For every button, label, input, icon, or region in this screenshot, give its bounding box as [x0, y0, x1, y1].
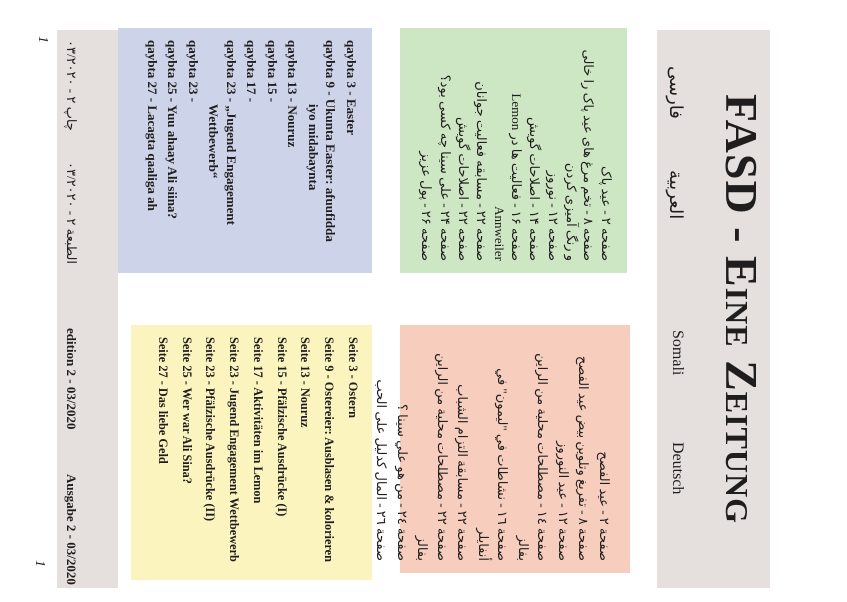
toc-entry: صفحه ۲۲ - مسابقه فعالیت جوانان: [473, 81, 489, 261]
toc-entry: صفحه ۱۲ - نوروز: [545, 170, 561, 261]
toc-entry: qaybta 23 - „Jugend Engagement Wettbewer…: [206, 40, 239, 225]
footer-edition-german: Ausgabe 2 - 03/2020: [64, 474, 79, 585]
newsletter-title: FASD - Eine Zeitung: [716, 93, 767, 525]
toc-entry: صفحه ۲۶ - پول عزیز: [419, 151, 435, 261]
toc-entry: صفحة ٢ - عيد الفصح: [597, 451, 612, 561]
footer-edition-farsi: چاپ ۲ - ۰۳/۲۰۲۰: [64, 40, 79, 131]
toc-entry: Seite 27 - Das liebe Geld: [156, 337, 170, 464]
footer-edition-arabic: الطبعة ٢ - ٠٣/٢٠٢٠: [64, 162, 79, 264]
toc-entry: Seite 23 - Jugend Engagement Wettbewerb: [227, 337, 242, 562]
language-label-arabic: العربية: [666, 170, 686, 220]
toc-entry: صفحه ۲ - عید پاک: [599, 165, 614, 261]
toc-entry: qaybta 27 - Lacagta qaaliga ah: [144, 40, 160, 211]
toc-entry: صفحه ۱۶ - فعالیت ها در Lemon Annweiler: [492, 93, 525, 261]
toc-entry: qaybta 17 -: [244, 40, 260, 103]
toc-entry: صفحه ۲۴ - علی سینا چه کسی بود؟: [437, 74, 453, 261]
toc-entry: qaybta 3 - Easter: [344, 40, 359, 135]
toc-box-farsi: صفحه ۲ - عید پاک صفحه ۸ - تخم مرغ های عید…: [400, 28, 627, 273]
toc-entry: Seite 13 - Nouruz: [298, 337, 313, 428]
toc-entry: qaybta 25 - Yuu ahaay Ali siina?: [165, 40, 181, 219]
language-label-german: Deutsch: [669, 442, 686, 495]
toc-entry: Seite 15 - Pfälzische Ausdrücke (I): [274, 337, 289, 517]
toc-entry: صفحه ۱۴ - اصلاحات گویش: [527, 116, 543, 261]
toc-entry: qaybta 15 -: [264, 40, 280, 103]
toc-entry: qaybta 13 - Nouruz: [285, 40, 301, 148]
toc-entry: صفحة ١٢ - عيد النوروز: [556, 441, 571, 561]
toc-entry: صفحة ٢٢ - مصطلحات محلية من الراين بفالز: [415, 353, 451, 561]
toc-box-somali: qaybta 3 - Easter qaybta 9 - Ukunta Easte…: [118, 28, 372, 273]
language-label-farsi: فارسی: [666, 66, 686, 119]
toc-entry: صفحة ٢٦ - المال كدليل على الحب: [374, 379, 390, 561]
toc-entry: qaybta 23 -: [185, 40, 201, 103]
toc-box-german: Seite 3 - Ostern Seite 9 - Ostereier: Aus…: [131, 325, 372, 580]
language-label-somali: Somali: [669, 330, 686, 376]
toc-entry: Seite 17 - Aktivitäten im Lemon: [251, 337, 265, 504]
footer-bar: چاپ ۲ - ۰۳/۲۰۲۰ الطبعة ٢ - ٠٣/٢٠٢٠ editi…: [57, 30, 118, 588]
toc-box-arabic: صفحة ٢ - عيد الفصح صفحة ٨ - تفريغ وتلوين …: [375, 325, 630, 573]
toc-entry: صفحه ۸ - تخم مرغ های عید پاک را خالی و ر…: [563, 49, 596, 262]
page-number-mark: 1: [32, 560, 47, 567]
toc-entry: صفحة ٨ - تفريغ وتلوين بيض عيد الفصح: [576, 355, 592, 561]
toc-entry: صفحة ٢٢ - مسابقة التزام الشباب: [455, 384, 471, 561]
toc-entry: صفحة ٢٤ - من هو علي سينا ؟: [395, 404, 410, 561]
toc-entry: صفحة ١٤ - مصطلحات محلية من الراين بفالز: [516, 353, 551, 561]
toc-entry: صفحه ۲۲ - اصلاحات گویش: [455, 116, 471, 261]
toc-entry: Seite 9 - Ostereier: Ausblasen & kolorie…: [322, 337, 337, 562]
masthead: FASD - Eine Zeitung فارسی العربية Somali…: [657, 30, 770, 588]
page-number-mark: 1: [35, 36, 50, 43]
toc-entry: Seite 25 - Wer war Ali Sina?: [179, 337, 194, 484]
toc-entry: qaybta 9 - Ukunta Easter: afuufidda iyo …: [305, 40, 339, 242]
toc-entry: Seite 23 - Pfälzische Ausdrücke (II): [203, 337, 218, 522]
toc-entry: صفحة ١٦ - نشاطات في "ليمون" في أنفايلر: [476, 368, 511, 561]
toc-entry: Seite 3 - Ostern: [346, 337, 360, 418]
footer-edition-english: edition 2 - 03/2020: [64, 328, 79, 430]
